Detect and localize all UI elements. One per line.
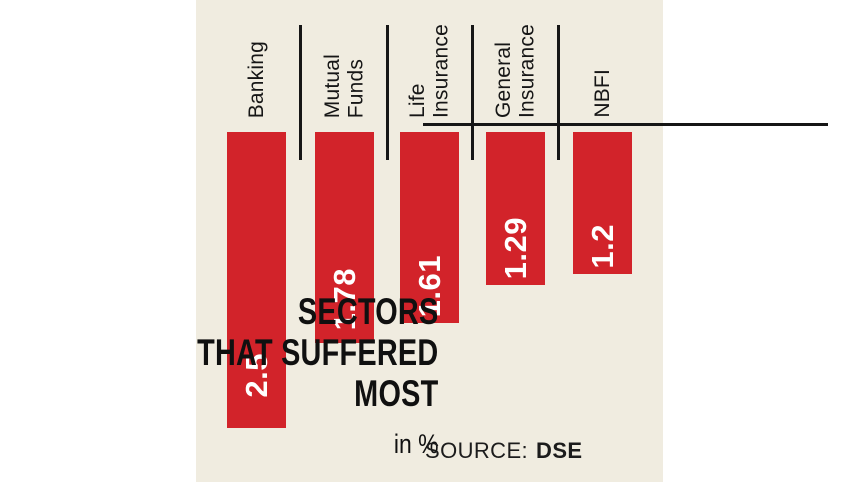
category-label-wrap: Mutual Funds [303, 54, 386, 118]
bar-mutual-funds: 1.78 [315, 132, 374, 343]
chart-title-line-3: MOST [353, 373, 438, 414]
category-label: Life Insurance [405, 23, 453, 118]
column-separator [299, 25, 302, 160]
unit-label: in % [394, 429, 439, 459]
category-label-wrap: General Insurance [474, 24, 557, 118]
category-label-wrap: Banking [215, 41, 298, 118]
bar-nbfi: 1.2 [573, 132, 632, 274]
column-separator [471, 25, 474, 160]
bar-banking: 2.5 [227, 132, 286, 428]
chart-panel: Banking 2.5 Mutual Funds 1.78 Life Insurance… [196, 0, 828, 482]
category-label-wrap: NBFI [561, 69, 644, 118]
bar-value: 1.2 [585, 224, 620, 269]
bar-general-insurance: 1.29 [486, 132, 545, 285]
bar-life-insurance: 1.61 [400, 132, 459, 323]
source-line: SOURCE: DSE [425, 438, 582, 464]
source-label: SOURCE: [425, 438, 529, 463]
category-label-wrap: Life Insurance [388, 24, 471, 118]
category-label: Mutual Funds [320, 53, 368, 118]
axis-baseline [423, 123, 828, 126]
chart-title-line-1: SECTORS [297, 291, 438, 332]
source-value: DSE [536, 438, 583, 463]
category-label: NBFI [590, 69, 614, 118]
category-label: General Insurance [491, 23, 539, 118]
bar-value: 1.29 [498, 216, 533, 279]
column-separator [386, 25, 389, 160]
category-label: Banking [244, 40, 268, 118]
column-separator [557, 25, 560, 160]
chart-title: SECTORS THAT SUFFERED MOST [197, 291, 438, 414]
chart-title-line-2: THAT SUFFERED [196, 332, 438, 373]
